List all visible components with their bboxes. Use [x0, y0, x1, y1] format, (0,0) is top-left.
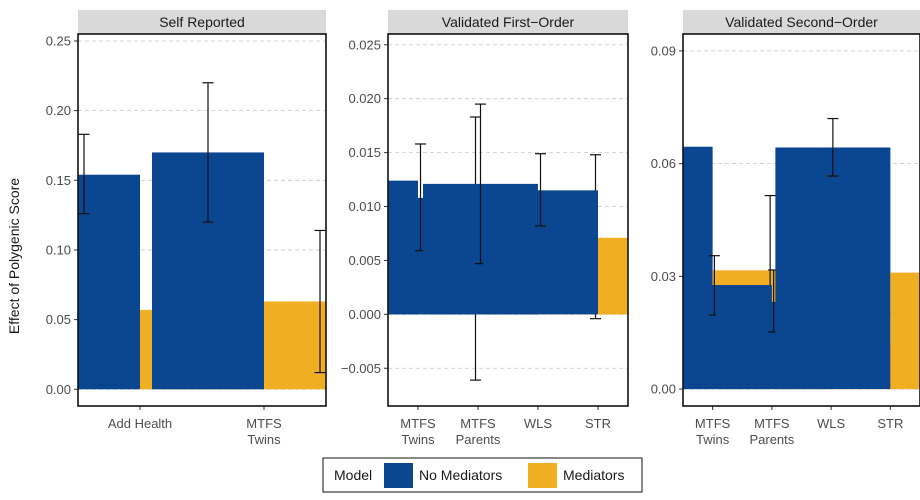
x-tick-label: WLS: [524, 416, 553, 431]
panel-strip: [78, 10, 326, 34]
legend: Model No Mediators Mediators: [322, 457, 643, 493]
y-tick-label: 0.025: [348, 37, 381, 52]
panel-title: Validated First−Order: [442, 14, 575, 30]
y-tick-label: 0.20: [46, 103, 71, 118]
panel-strip: [683, 10, 920, 34]
bar: [598, 257, 628, 315]
panel-border: [387, 33, 629, 407]
legend-title: Model: [334, 467, 372, 483]
y-tick-label: 0.03: [651, 269, 676, 284]
y-tick-label: 0.015: [348, 145, 381, 160]
y-tick-label: 0.005: [348, 253, 381, 268]
panel-title: Self Reported: [159, 14, 245, 30]
x-tick-label: MTFS: [400, 416, 436, 431]
y-axis-title: Effect of Polygenic Score: [6, 178, 22, 334]
panel-plot-area: [78, 40, 326, 390]
x-tick-label: MTFS: [460, 416, 496, 431]
y-tick-label: 0.25: [46, 33, 71, 48]
x-tick-label: MTFS: [695, 416, 731, 431]
y-tick-label: 0.000: [348, 307, 381, 322]
x-tick-label: Parents: [749, 432, 794, 447]
bar: [775, 147, 891, 390]
x-tick-label: Add Health: [108, 416, 172, 431]
panel-border: [77, 33, 327, 407]
x-tick-label: Twins: [247, 432, 281, 447]
panel-2: Validated First−Order −0.005 0.000 0.005 0.0…: [341, 10, 629, 447]
panel-1: Self Reported 0.00 0.05 0.10 0.15 0.20 0.25 Add…: [46, 10, 327, 447]
x-tick-label: Twins: [696, 432, 730, 447]
y-tick-label: 0.06: [651, 156, 676, 171]
x-tick-label: MTFS: [754, 416, 790, 431]
y-tick-label: 0.05: [46, 312, 71, 327]
panel-title: Validated Second−Order: [725, 14, 878, 30]
chart-panels: Self Reported 0.00 0.05 0.10 0.15 0.20 0.25 Add…: [46, 10, 920, 447]
legend-key: [384, 463, 413, 488]
y-tick-label: 0.020: [348, 91, 381, 106]
bar: [890, 272, 920, 390]
bar: [78, 174, 140, 390]
y-tick-label: 0.09: [651, 43, 676, 58]
x-tick-label: STR: [585, 416, 611, 431]
x-tick-label: WLS: [817, 416, 846, 431]
y-tick-label: 0.10: [46, 242, 71, 257]
legend-box: [322, 457, 643, 493]
panel-plot-area: [388, 44, 628, 381]
y-tick-label: −0.005: [341, 361, 381, 376]
x-tick-label: Twins: [401, 432, 435, 447]
x-tick-label: Parents: [456, 432, 501, 447]
legend-key: [528, 463, 557, 488]
bar: [264, 301, 326, 390]
y-tick-label: 0.15: [46, 173, 71, 188]
y-tick-label: 0.00: [651, 382, 676, 397]
y-tick-label: 0.00: [46, 382, 71, 397]
legend-label: No Mediators: [419, 467, 502, 483]
x-tick-label: MTFS: [246, 416, 282, 431]
panel-border: [682, 33, 920, 407]
legend-label: Mediators: [563, 467, 624, 483]
panel-plot-area: [683, 50, 920, 390]
panel-strip: [388, 10, 628, 34]
x-tick-label: STR: [877, 416, 903, 431]
panel-3: Validated Second−Order 0.00 0.03 0.06 0.09 MT…: [651, 10, 920, 447]
y-tick-label: 0.010: [348, 199, 381, 214]
